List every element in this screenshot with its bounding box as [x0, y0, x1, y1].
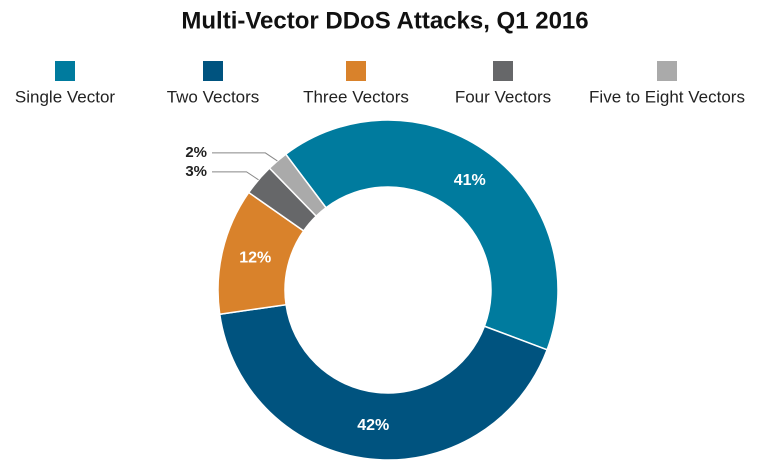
legend-label: Single Vector: [15, 87, 116, 106]
leader-line: [212, 152, 278, 162]
donut-slice: [268, 153, 328, 218]
data-label: 41%: [454, 172, 486, 189]
legend-label: Four Vectors: [455, 87, 551, 106]
data-label: 3%: [185, 163, 207, 180]
data-label: 2%: [185, 144, 207, 161]
data-label: 12%: [239, 250, 271, 267]
legend-swatch: [203, 61, 223, 81]
legend-label: Two Vectors: [167, 87, 260, 106]
donut-slice: [218, 303, 549, 461]
legend-swatch: [493, 61, 513, 81]
leader-line: [212, 171, 259, 181]
legend-label: Three Vectors: [303, 87, 409, 106]
legend-swatch: [657, 61, 677, 81]
chart-title: Multi-Vector DDoS Attacks, Q1 2016: [181, 7, 588, 34]
legend-swatch: [55, 61, 75, 81]
data-label: 42%: [357, 417, 389, 434]
donut-slice: [284, 119, 559, 351]
legend-label: Five to Eight Vectors: [589, 87, 745, 106]
legend-swatch: [346, 61, 366, 81]
